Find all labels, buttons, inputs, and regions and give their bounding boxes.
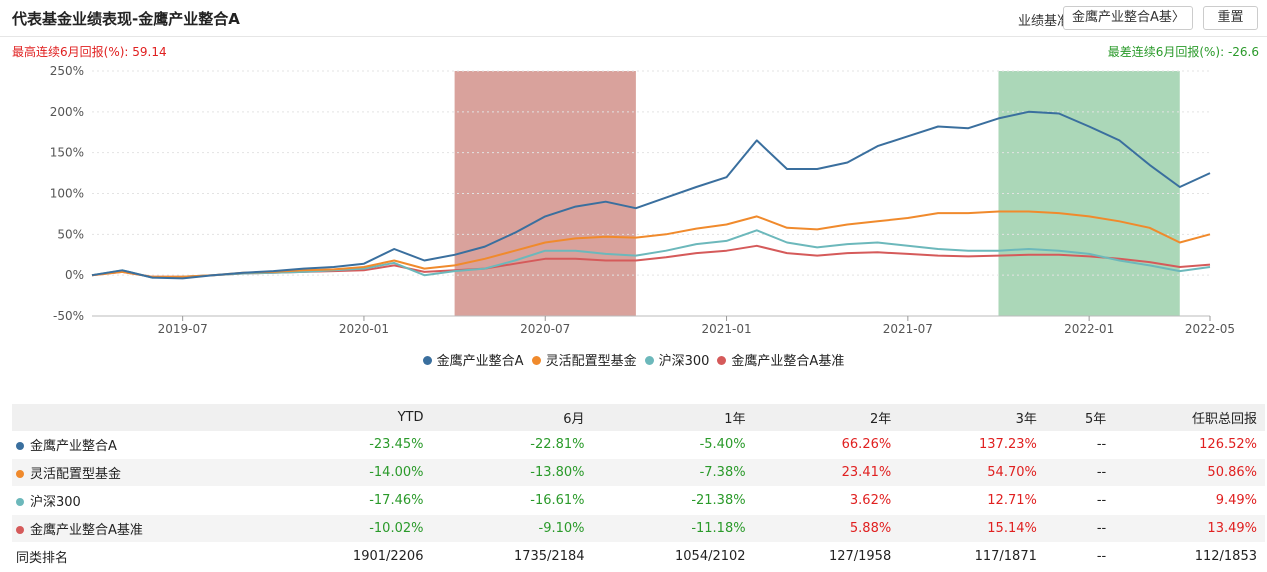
- row-marker-icon: [16, 526, 24, 534]
- row-name: 灵活配置型基金: [12, 458, 271, 487]
- row-marker-icon: [16, 498, 24, 506]
- best-period-band: [454, 71, 636, 316]
- table-cell: -9.10%: [431, 514, 593, 543]
- table-cell: -11.18%: [592, 514, 754, 543]
- table-cell: --: [1044, 514, 1115, 543]
- table-cell: --: [1044, 486, 1115, 515]
- benchmark-label: 业绩基准:: [1018, 14, 1075, 29]
- column-header: 3年: [899, 404, 1045, 431]
- page-title: 代表基金业绩表现-金鹰产业整合A: [12, 10, 240, 28]
- x-tick-label: 2019-07: [158, 322, 208, 336]
- row-name: 沪深300: [12, 486, 271, 515]
- legend-item[interactable]: 金鹰产业整合A: [422, 350, 524, 369]
- table-cell: 5.88%: [753, 514, 900, 543]
- rank-row: 同类排名 1901/2206 1735/2184 1054/2102 127/1958 1…: [12, 542, 1265, 571]
- table-cell: 50.86%: [1114, 458, 1265, 487]
- table-cell: 23.41%: [753, 458, 900, 487]
- row-name: 金鹰产业整合A: [12, 431, 271, 459]
- y-tick-label: 50%: [57, 227, 84, 241]
- table-cell: 13.49%: [1114, 514, 1265, 543]
- column-header: 5年: [1044, 404, 1115, 431]
- column-header: YTD: [270, 404, 432, 431]
- table-cell: -13.80%: [431, 458, 593, 487]
- row-marker-icon: [16, 470, 24, 478]
- header-bar: 代表基金业绩表现-金鹰产业整合A 业绩基准: 金鹰产业整合A基〉 重置: [0, 0, 1267, 37]
- legend-item[interactable]: 沪深300: [644, 350, 710, 369]
- y-tick-label: 200%: [50, 105, 84, 119]
- table-cell: 112/1853: [1114, 542, 1265, 571]
- table-cell: -22.81%: [431, 431, 593, 459]
- table-row: 金鹰产业整合A -23.45% -22.81% -5.40% 66.26% 137.23%…: [12, 431, 1265, 459]
- column-header: 1年: [592, 404, 754, 431]
- table-cell: 117/1871: [899, 542, 1045, 571]
- table-cell: --: [1044, 542, 1115, 571]
- legend-label: 金鹰产业整合A基准: [731, 354, 845, 369]
- table-cell: -5.40%: [592, 431, 754, 459]
- x-tick-label: 2022-05: [1185, 322, 1235, 336]
- table-row: 沪深300 -17.46% -16.61% -21.38% 3.62% 12.71% -- 9…: [12, 486, 1265, 515]
- legend-label: 金鹰产业整合A: [436, 354, 524, 369]
- legend-marker-icon: [717, 356, 727, 365]
- table-cell: 1054/2102: [592, 542, 754, 571]
- table-cell: -16.61%: [431, 486, 593, 515]
- x-tick-label: 2021-07: [883, 322, 933, 336]
- table-cell: 1901/2206: [270, 542, 432, 571]
- row-name: 金鹰产业整合A基准: [12, 514, 271, 543]
- table-cell: 66.26%: [753, 431, 900, 459]
- x-tick-label: 2022-01: [1064, 322, 1114, 336]
- table-row: 灵活配置型基金 -14.00% -13.80% -7.38% 23.41% 54.70% -…: [12, 458, 1265, 487]
- legend-label: 沪深300: [658, 354, 710, 369]
- column-header: [12, 404, 271, 431]
- table-cell: -10.02%: [270, 514, 432, 543]
- reset-button[interactable]: 重置: [1203, 6, 1258, 30]
- legend-marker-icon: [531, 356, 541, 365]
- table-cell: -21.38%: [592, 486, 754, 515]
- worst-6m-return: 最差连续6月回报(%): -26.6: [1107, 45, 1259, 59]
- table-cell: -23.45%: [270, 431, 432, 459]
- table-cell: -17.46%: [270, 486, 432, 515]
- y-tick-label: -50%: [53, 309, 84, 323]
- y-tick-label: 0%: [65, 268, 84, 282]
- best-6m-return: 最高连续6月回报(%): 59.14: [12, 45, 167, 59]
- table-cell: 9.49%: [1114, 486, 1265, 515]
- table-cell: 137.23%: [899, 431, 1045, 459]
- y-tick-label: 100%: [50, 187, 84, 201]
- table-header-row: YTD 6月 1年 2年 3年 5年 任职总回报: [12, 404, 1265, 431]
- legend-item[interactable]: 灵活配置型基金: [531, 350, 637, 369]
- column-header: 6月: [431, 404, 593, 431]
- table-cell: 12.71%: [899, 486, 1045, 515]
- table-cell: 54.70%: [899, 458, 1045, 487]
- x-tick-label: 2020-07: [520, 322, 570, 336]
- legend-item[interactable]: 金鹰产业整合A基准: [717, 350, 844, 369]
- row-name: 同类排名: [12, 542, 271, 571]
- table-cell: 127/1958: [753, 542, 900, 571]
- legend-marker-icon: [422, 356, 432, 365]
- table-row: 金鹰产业整合A基准 -10.02% -9.10% -11.18% 5.88% 15.14%…: [12, 514, 1265, 543]
- table-cell: --: [1044, 431, 1115, 459]
- column-header: 2年: [753, 404, 900, 431]
- benchmark-select[interactable]: 金鹰产业整合A基〉: [1063, 6, 1193, 30]
- y-tick-label: 250%: [50, 64, 84, 78]
- x-tick-label: 2020-01: [339, 322, 389, 336]
- table-cell: 1735/2184: [431, 542, 593, 571]
- table-cell: 3.62%: [753, 486, 900, 515]
- row-marker-icon: [16, 442, 24, 450]
- series-line: [91, 110, 1211, 280]
- table-cell: -14.00%: [270, 458, 432, 487]
- x-tick-label: 2021-01: [701, 322, 751, 336]
- column-header: 任职总回报: [1114, 404, 1265, 431]
- legend-label: 灵活配置型基金: [545, 354, 637, 369]
- table-cell: -7.38%: [592, 458, 754, 487]
- table-cell: 15.14%: [899, 514, 1045, 543]
- chart-legend: 金鹰产业整合A 灵活配置型基金 沪深300 金鹰产业整合A基准: [0, 350, 1267, 369]
- performance-chart: 250% 200% 150% 100% 50% 0% -50% 2019-07 2020-01 2…: [50, 64, 1235, 336]
- legend-marker-icon: [644, 356, 654, 365]
- table-cell: --: [1044, 458, 1115, 487]
- y-tick-label: 150%: [50, 146, 84, 160]
- table-cell: 126.52%: [1114, 431, 1265, 459]
- performance-table: YTD 6月 1年 2年 3年 5年 任职总回报 金鹰产业整合A -23.45% -22.81%…: [12, 404, 1265, 571]
